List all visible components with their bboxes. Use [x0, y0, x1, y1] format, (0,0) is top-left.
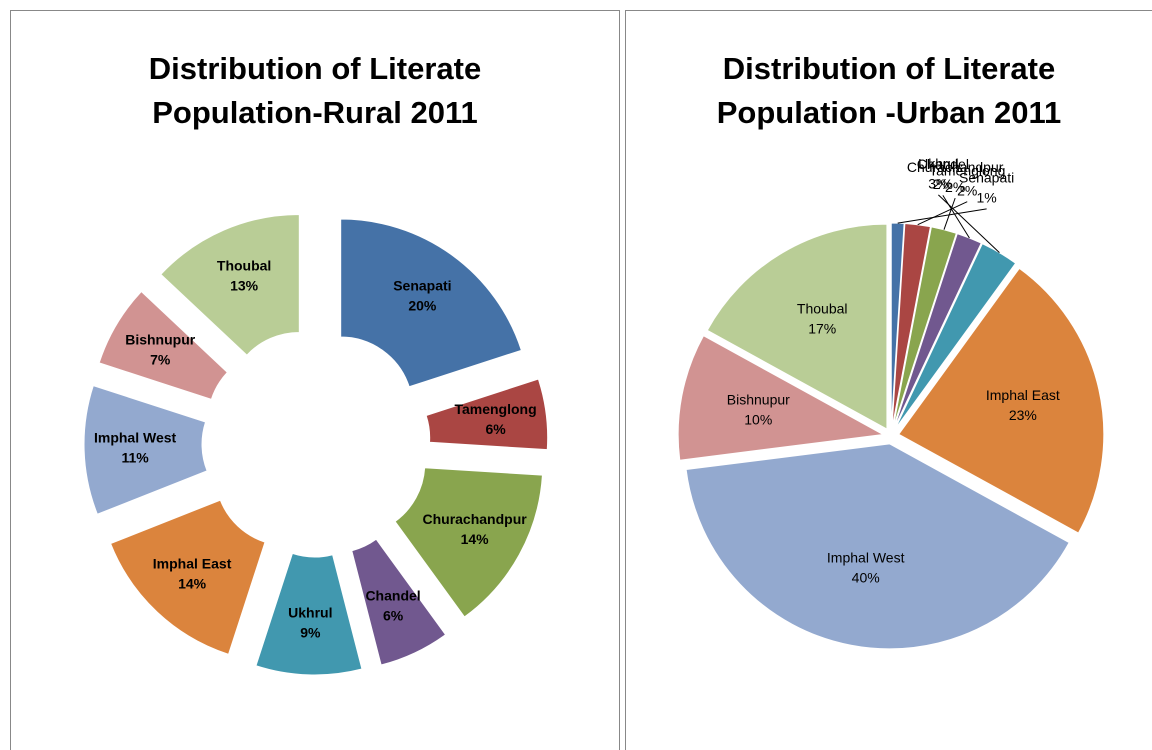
slice: [340, 218, 523, 388]
slice: [351, 538, 447, 666]
slice-label: Tamenglong: [929, 162, 1005, 178]
slice-label: Thoubal: [217, 258, 271, 274]
slice-value-label: 2%: [957, 182, 977, 198]
slice-value-label: 13%: [230, 278, 259, 294]
leader-line: [897, 208, 987, 224]
slice-label: Imphal East: [986, 387, 1060, 403]
slice: [677, 335, 885, 461]
slice: [898, 267, 1105, 534]
slice: [255, 552, 363, 676]
slice: [160, 213, 300, 356]
slice-label: Senapati: [959, 170, 1014, 186]
slice-value-label: 7%: [150, 352, 171, 368]
chart-panel: Distribution of Literate Population-Rura…: [10, 10, 620, 750]
slice-label: Churachandpur: [422, 511, 527, 527]
slice-value-label: 6%: [485, 421, 506, 437]
slice: [685, 443, 1070, 650]
slice-label: Imphal East: [153, 556, 232, 572]
leader-line: [917, 201, 968, 226]
slice: [706, 223, 888, 430]
slice-label: Chandel: [365, 587, 420, 603]
slice-label: Ukhrul: [288, 605, 332, 621]
slice: [109, 499, 266, 655]
slice: [83, 384, 208, 515]
slice-label: Thoubal: [797, 300, 848, 316]
slice: [425, 378, 549, 451]
slice-value-label: 23%: [1009, 407, 1037, 423]
slice-value-label: 20%: [408, 297, 437, 313]
leader-line: [943, 197, 956, 230]
slice-value-label: 17%: [808, 320, 836, 336]
slice-value-label: 10%: [744, 411, 772, 427]
slice-label: Churachandpur: [907, 159, 1004, 175]
slice-value-label: 3%: [928, 176, 948, 192]
slice: [394, 467, 543, 618]
slice-label: Senapati: [393, 277, 451, 293]
leader-line: [942, 195, 970, 239]
slice: [894, 242, 1017, 430]
chart-panel: Distribution of Literate Population -Urb…: [625, 10, 1152, 750]
slice-label: Imphal West: [94, 429, 177, 445]
slice-value-label: 9%: [300, 625, 321, 641]
slice: [890, 222, 905, 429]
slice-label: Chandel: [917, 156, 969, 172]
slice-label: Imphal West: [827, 549, 905, 565]
leader-line: [938, 194, 1000, 254]
slice-label: Ukhrul: [918, 156, 958, 172]
chart: Senapati 20% Tamenglong 6% Churachandpur 14% C…: [83, 213, 549, 676]
slice-value-label: 11%: [121, 449, 149, 465]
slice: [98, 290, 229, 401]
slice-value-label: 1%: [977, 190, 997, 206]
slice-value-label: 14%: [178, 576, 207, 592]
slice-value-label: 6%: [383, 607, 404, 623]
slice-label: Bishnupur: [125, 332, 196, 348]
slice-label: Bishnupur: [727, 391, 790, 407]
slice-value-label: 14%: [461, 531, 490, 547]
slice-value-label: 2%: [933, 176, 953, 192]
chart: Senapati1%Tamenglong2%Churachandpur2%Cha…: [677, 156, 1105, 650]
slice-value-label: 40%: [852, 569, 880, 585]
chart-title: Distribution of Literate Population -Urb…: [716, 51, 1062, 130]
chart-title: Distribution of Literate Population-Rura…: [148, 51, 482, 130]
slice-label: Tamenglong: [454, 401, 536, 417]
slice-value-label: 2%: [945, 179, 965, 195]
